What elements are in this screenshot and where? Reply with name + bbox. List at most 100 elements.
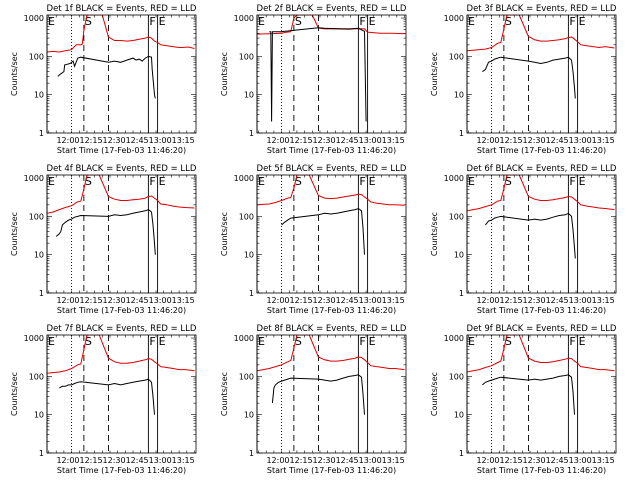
x-tick-label: 12:15	[80, 456, 103, 465]
y-tick-label: 10	[34, 91, 44, 100]
y-tick-label: 100	[239, 52, 254, 61]
x-tick-label: 13:00	[149, 296, 172, 305]
y-tick-label: 1	[459, 289, 464, 298]
panel-4: Det 4f BLACK = Events, RED = LLD 1 10 100 10…	[10, 164, 197, 315]
y-axis-label: Counts/sec	[10, 372, 19, 416]
y-tick-label: 1000	[24, 334, 44, 343]
y-tick-label: 1000	[444, 334, 464, 343]
panel-title: Det 2f BLACK = Events, RED = LLD	[257, 4, 407, 14]
plot-frame	[46, 14, 197, 134]
x-tick-label: 12:15	[80, 136, 103, 145]
marker-label-F: F	[149, 175, 155, 188]
y-axis-label: Counts/sec	[220, 52, 229, 96]
x-tick-label: 12:00	[476, 296, 499, 305]
x-tick-label: 12:45	[126, 456, 149, 465]
marker-label-S: S	[295, 335, 302, 348]
y-tick-label: 1	[249, 289, 254, 298]
x-tick-label: 12:45	[126, 136, 149, 145]
marker-label-F: F	[149, 15, 155, 28]
x-tick-label: 12:30	[313, 136, 336, 145]
marker-label-S: S	[505, 15, 512, 28]
x-tick-label: 12:15	[290, 136, 313, 145]
panel-3: Det 3f BLACK = Events, RED = LLD 1 10 100 10…	[430, 4, 617, 155]
x-tick-label: 13:15	[382, 136, 405, 145]
y-axis-label: Counts/sec	[10, 212, 19, 256]
marker-label-E: E	[579, 175, 586, 188]
x-axis-label: Start Time (17-Feb-03 11:46:20)	[477, 146, 606, 155]
marker-label-E: E	[159, 15, 166, 28]
y-tick-label: 1000	[234, 174, 254, 183]
x-axis-label: Start Time (17-Feb-03 11:46:20)	[57, 306, 186, 315]
marker-label-F: F	[359, 335, 365, 348]
y-tick-label: 10	[34, 251, 44, 260]
x-tick-label: 12:00	[266, 136, 289, 145]
x-tick-label: 12:15	[290, 296, 313, 305]
marker-label-E: E	[48, 335, 55, 348]
series-lld-line	[467, 15, 615, 52]
marker-label-E: E	[258, 15, 265, 28]
y-tick-label: 10	[34, 411, 44, 420]
x-axis-label: Start Time (17-Feb-03 11:46:20)	[267, 306, 396, 315]
y-tick-label: 1	[459, 449, 464, 458]
panel-title: Det 4f BLACK = Events, RED = LLD	[47, 164, 197, 174]
x-axis-label: Start Time (17-Feb-03 11:46:20)	[57, 466, 186, 475]
y-tick-label: 10	[454, 91, 464, 100]
x-tick-label: 12:30	[103, 456, 126, 465]
x-tick-label: 12:15	[290, 456, 313, 465]
marker-label-E: E	[468, 15, 475, 28]
x-tick-label: 12:00	[476, 136, 499, 145]
panel-9: Det 9f BLACK = Events, RED = LLD 1 10 100 10…	[430, 324, 617, 475]
x-tick-label: 13:15	[172, 456, 195, 465]
panel-1: Det 1f BLACK = Events, RED = LLD 1 10 100 10…	[10, 4, 197, 155]
x-tick-label: 13:00	[149, 456, 172, 465]
plot-frame	[256, 14, 407, 134]
y-tick-label: 100	[29, 372, 44, 381]
panel-title: Det 3f BLACK = Events, RED = LLD	[467, 4, 617, 14]
x-tick-label: 13:15	[382, 456, 405, 465]
series-events-line	[59, 378, 155, 415]
x-axis-label: Start Time (17-Feb-03 11:46:20)	[267, 146, 396, 155]
series-lld-line	[47, 15, 195, 53]
y-tick-label: 10	[454, 251, 464, 260]
x-tick-label: 12:00	[266, 456, 289, 465]
marker-label-E: E	[159, 175, 166, 188]
marker-label-E: E	[468, 175, 475, 188]
marker-label-E: E	[579, 15, 586, 28]
x-tick-label: 12:30	[313, 296, 336, 305]
x-tick-label: 12:15	[80, 296, 103, 305]
y-tick-label: 1	[39, 289, 44, 298]
marker-label-S: S	[85, 15, 92, 28]
x-tick-label: 12:30	[523, 296, 546, 305]
y-tick-label: 1000	[24, 174, 44, 183]
x-tick-label: 12:30	[103, 136, 126, 145]
series-lld-line	[467, 335, 615, 373]
panel-5: Det 5f BLACK = Events, RED = LLD 1 10 100 10…	[220, 164, 407, 315]
marker-label-E: E	[159, 335, 166, 348]
marker-label-F: F	[569, 15, 575, 28]
x-axis-label: Start Time (17-Feb-03 11:46:20)	[267, 466, 396, 475]
marker-label-E: E	[258, 335, 265, 348]
marker-label-S: S	[295, 175, 302, 188]
plot-frame	[256, 174, 407, 294]
x-tick-label: 12:45	[336, 456, 359, 465]
panel-title: Det 1f BLACK = Events, RED = LLD	[47, 4, 197, 14]
x-tick-label: 13:15	[592, 136, 615, 145]
x-tick-label: 12:00	[476, 456, 499, 465]
marker-label-F: F	[569, 335, 575, 348]
x-tick-label: 13:15	[172, 296, 195, 305]
panel-title: Det 7f BLACK = Events, RED = LLD	[47, 324, 197, 334]
y-tick-label: 1	[39, 449, 44, 458]
marker-label-E: E	[369, 15, 376, 28]
panel-title: Det 8f BLACK = Events, RED = LLD	[257, 324, 407, 334]
plot-frame	[466, 334, 617, 454]
x-tick-label: 12:00	[56, 456, 79, 465]
x-tick-label: 13:00	[359, 456, 382, 465]
y-tick-label: 1000	[234, 334, 254, 343]
y-tick-label: 100	[29, 212, 44, 221]
x-tick-label: 12:00	[266, 296, 289, 305]
x-tick-label: 12:15	[500, 456, 523, 465]
marker-label-F: F	[149, 335, 155, 348]
x-tick-label: 13:00	[569, 456, 592, 465]
y-tick-label: 100	[449, 372, 464, 381]
y-tick-label: 1	[459, 129, 464, 138]
